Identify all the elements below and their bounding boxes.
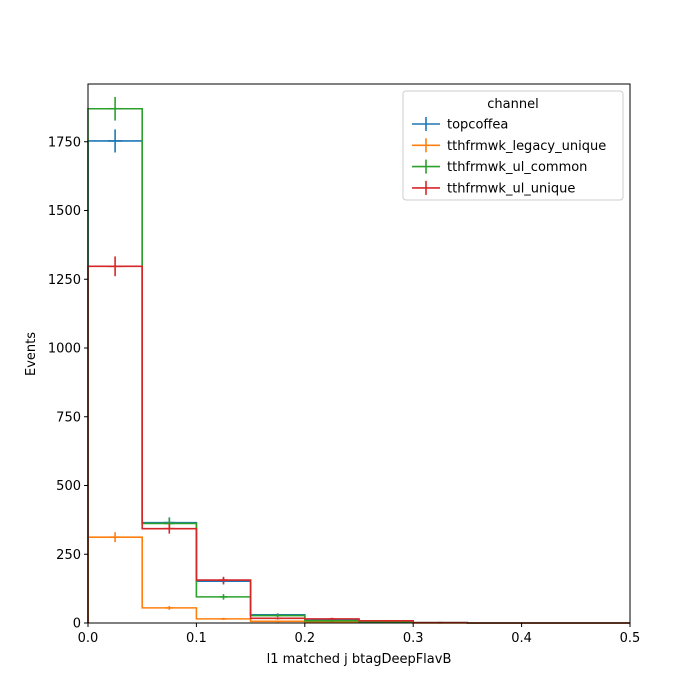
y-tick-label: 0 <box>73 617 81 632</box>
y-tick-label: 1750 <box>48 135 81 150</box>
y-axis: 0 250 500 750 1000 1250 1500 1750 <box>48 135 88 632</box>
plot-frame <box>87 83 631 624</box>
y-axis-label: Events <box>24 332 39 376</box>
legend: channel topcoffeatthfrmwk_legacy_uniquet… <box>402 90 624 201</box>
y-tick-label: 250 <box>56 548 81 563</box>
legend-title: channel <box>487 97 538 112</box>
legend-label: tthfrmwk_legacy_unique <box>447 139 606 154</box>
histogram-step-line <box>87 140 630 624</box>
x-tick-label: 0.0 <box>78 631 99 646</box>
legend-label: tthfrmwk_ul_common <box>447 160 587 175</box>
series-tthfrmwk_legacy_unique <box>87 532 630 624</box>
legend-box <box>402 90 624 201</box>
histogram-step-line <box>87 265 630 624</box>
histogram-step-line <box>87 536 630 624</box>
y-tick-label: 1500 <box>48 204 81 219</box>
y-tick-label: 750 <box>56 410 81 425</box>
series-topcoffea <box>87 129 630 624</box>
x-tick-label: 0.4 <box>511 631 532 646</box>
x-tick-label: 0.3 <box>403 631 424 646</box>
y-tick-label: 500 <box>56 479 81 494</box>
x-tick-label: 0.5 <box>620 631 641 646</box>
x-tick-label: 0.2 <box>294 631 315 646</box>
legend-label: topcoffea <box>447 118 508 133</box>
x-axis: 0.0 0.1 0.2 0.3 0.4 0.5 <box>78 623 641 646</box>
x-axis-label: l1 matched j btagDeepFlavB <box>267 652 452 667</box>
series-tthfrmwk_ul_unique <box>87 256 630 624</box>
y-tick-label: 1250 <box>48 273 81 288</box>
x-tick-label: 0.1 <box>186 631 207 646</box>
y-tick-label: 1000 <box>48 342 81 357</box>
legend-label: tthfrmwk_ul_unique <box>447 181 575 196</box>
legend-entries: topcoffea tthfrmwk_legacy_unique tthfrmwk_… <box>412 117 606 196</box>
